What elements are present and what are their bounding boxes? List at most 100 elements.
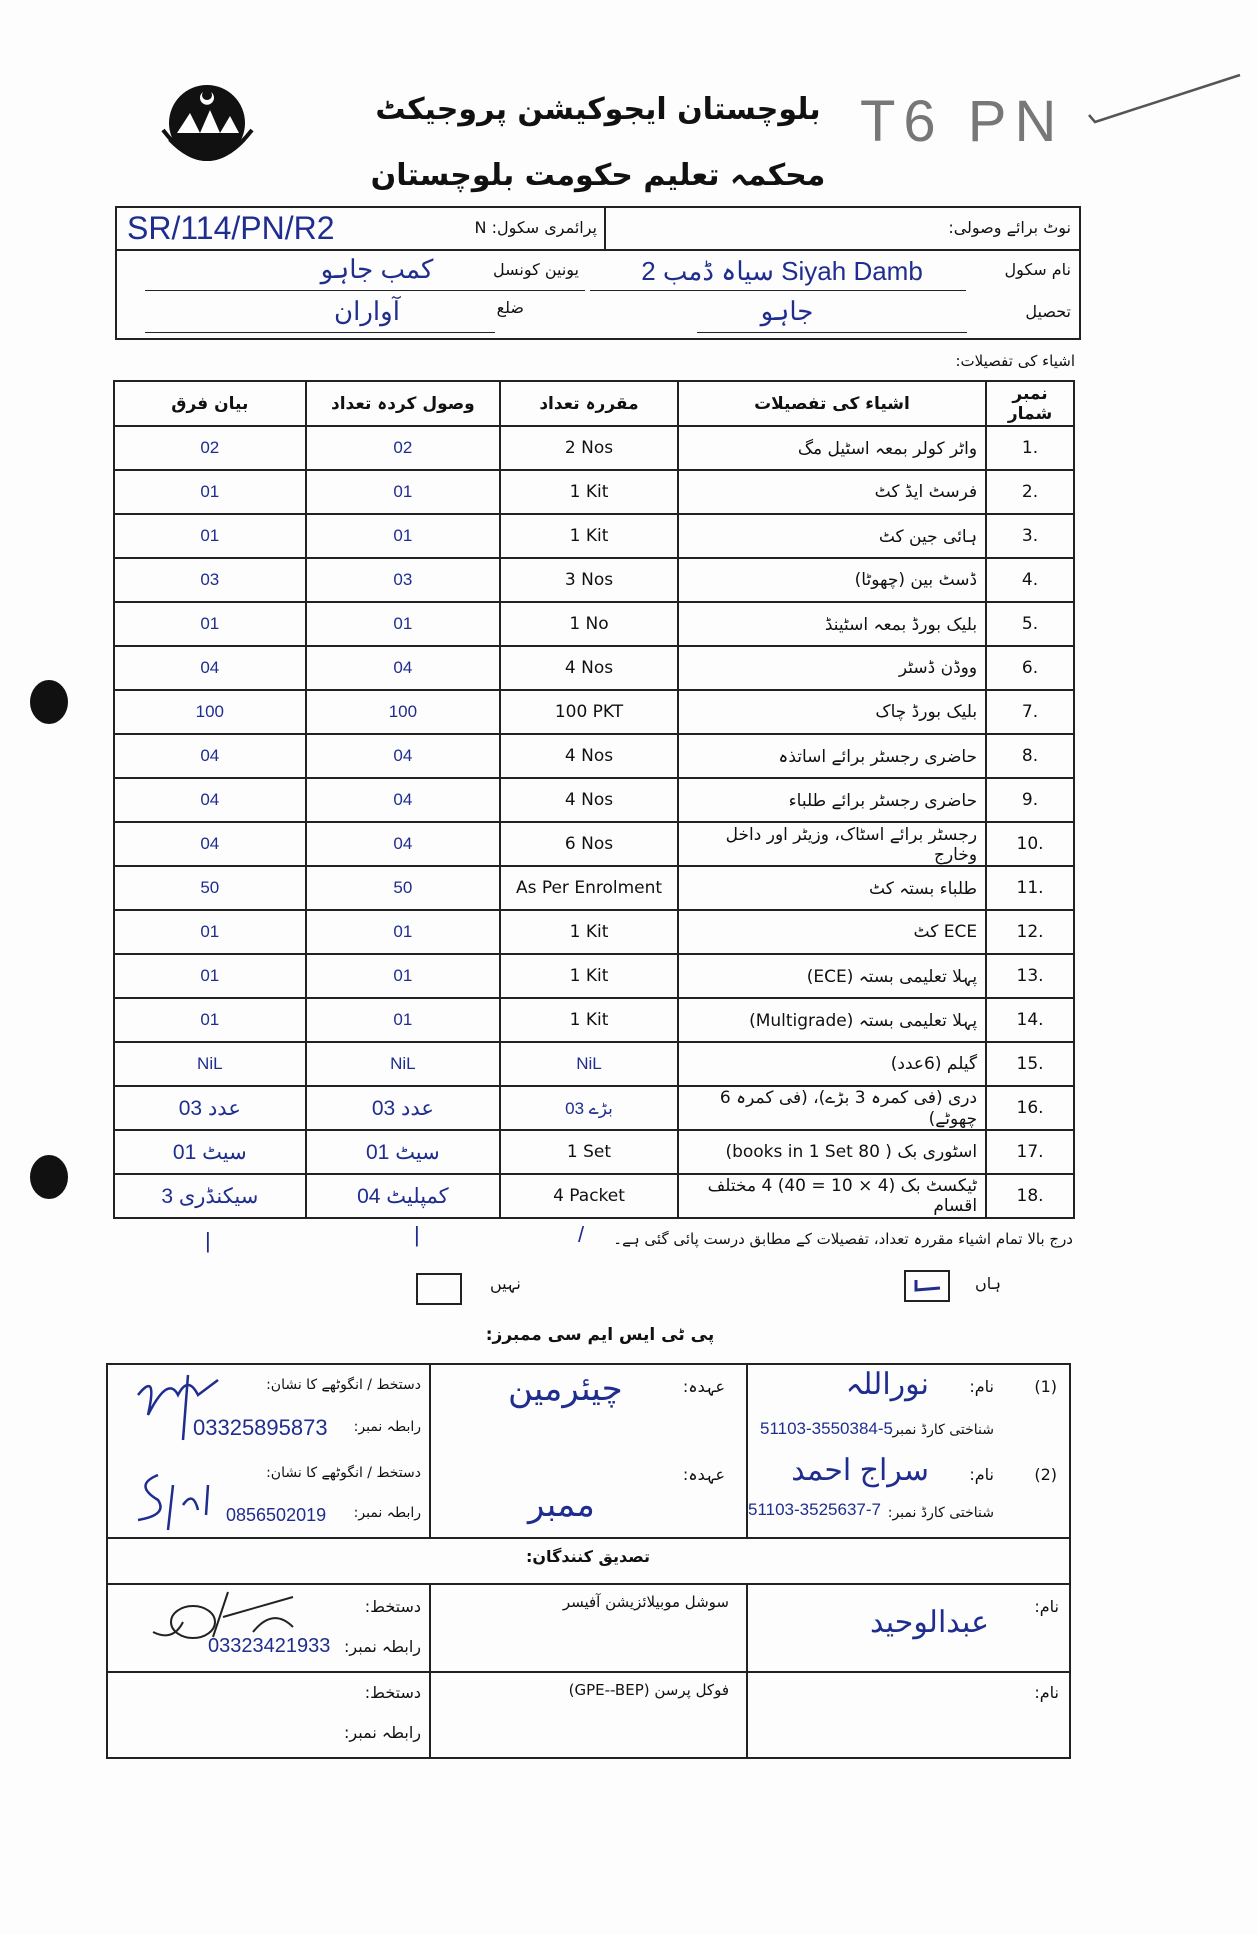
- fixed-quantity-cell: 2 Nos: [499, 425, 679, 471]
- school-name-value: سیاہ ڈمب 2 Siyah Damb: [641, 256, 923, 286]
- title-line1: بلوچستان ایجوکیشن پروجیکٹ: [375, 92, 821, 127]
- difference-cell: 03 عدد: [113, 1085, 307, 1131]
- tehsil-value: جاہو: [760, 296, 814, 326]
- item-detail-cell: رجسٹر برائے اسٹاک، وزیٹر اور داخل وخارج: [676, 821, 988, 867]
- union-council-label: یونین کونسل: [493, 260, 579, 279]
- difference-cell: 100: [113, 689, 307, 735]
- received-cell: 04: [304, 821, 502, 867]
- serial-cell: 11.: [985, 865, 1075, 911]
- declaration-text: درج بالا تمام اشیاء مقررہ تعداد، تفصیلات…: [613, 1230, 1073, 1248]
- receipt-note-label: نوٹ برائے وصولی:: [948, 218, 1071, 237]
- tally-mark: |: [205, 1228, 211, 1253]
- serial-cell: 9.: [985, 777, 1075, 823]
- fixed-quantity-cell: NiL: [499, 1041, 679, 1087]
- difference-cell: 3 سیکنڈری: [113, 1173, 307, 1219]
- verifier-name: عبدالوحید: [869, 1606, 989, 1639]
- item-detail-cell: ڈسٹ بین (چھوٹا): [676, 557, 988, 603]
- no-label: نہیں: [490, 1274, 521, 1293]
- member-index: (1): [1034, 1377, 1057, 1396]
- name-label: نام:: [969, 1377, 994, 1396]
- item-detail-cell: بلیک بورڈ چاک: [676, 689, 988, 735]
- name-label: نام:: [1034, 1683, 1059, 1702]
- verifier-role: سوشل موبیلائزیشن آفیسر: [562, 1593, 729, 1611]
- name-label: نام:: [1034, 1597, 1059, 1616]
- yes-checkbox[interactable]: [904, 1270, 950, 1302]
- no-checkbox[interactable]: [416, 1273, 462, 1305]
- table-row: 04 04 4 Nos حاضری رجسٹر برائے اساتذہ 8.: [113, 733, 1075, 779]
- fixed-quantity-cell: 1 Kit: [499, 997, 679, 1043]
- school-info-box: نوٹ برائے وصولی: پرائمری سکول: N SR/114/…: [115, 206, 1081, 340]
- verifier-contact: 03323421933: [208, 1635, 331, 1657]
- fixed-quantity-cell: 4 Nos: [499, 645, 679, 691]
- table-row: 01 01 1 Kit ECE کٹ 12.: [113, 909, 1075, 955]
- contact-label: رابطہ نمبر:: [353, 1505, 421, 1521]
- difference-cell: 03: [113, 557, 307, 603]
- column-item: اشیاء کی تفصیلات: [676, 380, 988, 427]
- received-cell: 01: [304, 513, 502, 559]
- item-detail-cell: فرسٹ ایڈ کٹ: [676, 469, 988, 515]
- fixed-quantity-cell: 4 Nos: [499, 777, 679, 823]
- government-seal-logo: [161, 85, 254, 161]
- received-cell: NiL: [304, 1041, 502, 1087]
- member-contact: 03325895873: [193, 1415, 328, 1440]
- item-detail-cell: دری (فی کمرہ 3 بڑے)، (فی کمرہ 6 چھوٹے): [676, 1085, 988, 1131]
- table-header-row: بیان فرق وصول کردہ تعداد مقررہ تعداد اشی…: [113, 380, 1075, 427]
- items-table: بیان فرق وصول کردہ تعداد مقررہ تعداد اشی…: [113, 380, 1075, 1219]
- member-name: نوراللہ: [845, 1368, 929, 1401]
- check-mark-icon: [1088, 73, 1241, 124]
- item-detail-cell: ہائی جین کٹ: [676, 513, 988, 559]
- serial-cell: 13.: [985, 953, 1075, 999]
- serial-cell: 16.: [985, 1085, 1075, 1131]
- fixed-quantity-cell: As Per Enrolment: [499, 865, 679, 911]
- table-row: 03 03 3 Nos ڈسٹ بین (چھوٹا) 4.: [113, 557, 1075, 603]
- fixed-quantity-cell: 1 Kit: [499, 469, 679, 515]
- member-cnic: 51103-3525637-7: [748, 1500, 881, 1519]
- signature-label: دستخط:: [364, 1683, 421, 1702]
- member-signature: [137, 1374, 219, 1441]
- cnic-label: شناختی کارڈ نمبر:: [887, 1422, 994, 1438]
- member-index: (2): [1034, 1465, 1057, 1484]
- item-detail-cell: حاضری رجسٹر برائے اساتذہ: [676, 733, 988, 779]
- received-cell: 50: [304, 865, 502, 911]
- table-row: 01 01 1 Kit فرسٹ ایڈ کٹ 2.: [113, 469, 1075, 515]
- table-row: 01 01 1 No بلیک بورڈ بمعہ اسٹینڈ 5.: [113, 601, 1075, 647]
- difference-cell: 01: [113, 513, 307, 559]
- signature-label: دستخط / انگوٹھے کا نشان:: [266, 1377, 421, 1393]
- signature-label: دستخط:: [364, 1597, 421, 1616]
- member-cnic: 51103-3550384-5: [760, 1419, 893, 1438]
- tally-mark: /: [578, 1222, 585, 1247]
- ptsmc-title: پی ٹی ایس ایم سی ممبرز:: [485, 1325, 715, 1345]
- serial-cell: 17.: [985, 1129, 1075, 1175]
- received-cell: 01 سیٹ: [304, 1129, 502, 1175]
- serial-cell: 10.: [985, 821, 1075, 867]
- received-cell: 02: [304, 425, 502, 471]
- received-cell: 04: [304, 645, 502, 691]
- difference-cell: 04: [113, 821, 307, 867]
- difference-cell: NiL: [113, 1041, 307, 1087]
- item-detail-cell: گیلم (6عدد): [676, 1041, 988, 1087]
- item-detail-cell: پہلا تعلیمی بستہ (Multigrade): [676, 997, 988, 1043]
- union-council-value: کمب جاہو: [320, 254, 434, 284]
- handwritten-code: T6 PN: [860, 89, 1065, 154]
- district-value: آواران: [334, 296, 400, 326]
- serial-cell: 8.: [985, 733, 1075, 779]
- difference-cell: 04: [113, 777, 307, 823]
- verifier-signature: [152, 1591, 294, 1639]
- serial-cell: 6.: [985, 645, 1075, 691]
- table-row: 01 01 1 Kit پہلا تعلیمی بستہ (ECE) 13.: [113, 953, 1075, 999]
- fixed-quantity-cell: 4 Nos: [499, 733, 679, 779]
- difference-cell: 01: [113, 469, 307, 515]
- serial-cell: 7.: [985, 689, 1075, 735]
- serial-cell: 1.: [985, 425, 1075, 471]
- serial-cell: 18.: [985, 1173, 1075, 1219]
- member-signature: [137, 1473, 210, 1531]
- punch-hole: [30, 1155, 68, 1199]
- table-row: 01 01 1 Kit ہائی جین کٹ 3.: [113, 513, 1075, 559]
- verifiers-title: تصدیق کنندگان:: [526, 1547, 650, 1566]
- item-detail-cell: ٹیکسٹ بک (4 × 10 = 40) 4 مختلف اقسام: [676, 1173, 988, 1219]
- tally-mark: |: [414, 1222, 420, 1247]
- received-cell: 01: [304, 909, 502, 955]
- difference-cell: 50: [113, 865, 307, 911]
- contact-label: رابطہ نمبر:: [344, 1637, 421, 1656]
